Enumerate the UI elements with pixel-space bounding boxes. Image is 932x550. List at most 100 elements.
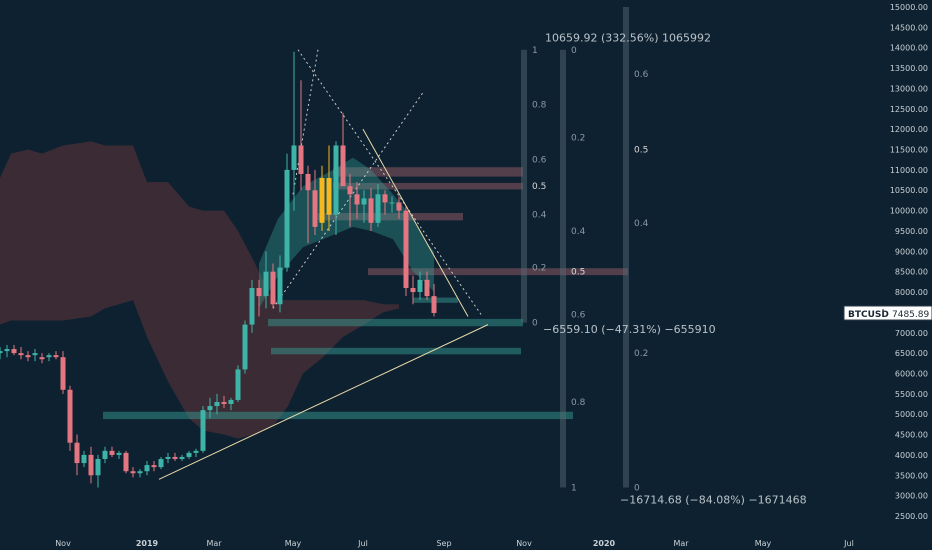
fib-column-0	[521, 49, 527, 323]
ichimoku-cloud	[0, 141, 399, 439]
price-axis[interactable]: 2500.00 3000.00 3500.00 4000.00 4500.00 5000.…	[884, 0, 932, 550]
candle-body-42	[291, 145, 297, 170]
candle-body-43	[298, 145, 304, 174]
candle-body-5	[32, 353, 38, 356]
price-tick-14: 9500.00	[895, 227, 928, 236]
fib-column-1	[560, 49, 566, 488]
candle-body-27	[186, 452, 192, 457]
price-tick-8: 6500.00	[895, 349, 928, 358]
candle-body-58	[403, 210, 409, 288]
candle-body-38	[263, 271, 269, 297]
fib-label-1-0: 0	[571, 46, 577, 56]
candle-body-52	[361, 198, 367, 205]
price-tick-18: 11500.00	[890, 146, 928, 155]
time-axis-bg	[0, 533, 884, 550]
candle-body-49	[340, 145, 346, 187]
time-tick-5: Sep	[436, 539, 451, 548]
fib-label-1-6: 1	[571, 483, 577, 493]
zone-3	[368, 268, 628, 276]
time-tick-9: May	[755, 539, 772, 548]
trend-line-4	[158, 324, 489, 480]
teal-projection-zone	[259, 157, 434, 309]
candle-body-51	[354, 194, 360, 205]
candle-body-62	[431, 296, 437, 313]
candle-body-20	[137, 471, 143, 474]
price-tick-3: 4000.00	[895, 451, 928, 460]
time-tick-1: 2019	[136, 539, 159, 548]
candle-body-29	[200, 410, 206, 451]
time-tick-2: Mar	[206, 539, 222, 548]
candle-body-9	[60, 357, 66, 390]
price-tick-21: 13000.00	[890, 84, 928, 93]
trend-line-2	[272, 92, 424, 309]
measurement-0: 10659.92 (332.56%) 1065992	[545, 32, 711, 45]
candle-body-33	[228, 399, 234, 405]
measurement-labels: 10659.92 (332.56%) 1065992 −6559.10 (−47.…	[543, 32, 807, 507]
price-tick-4: 4500.00	[895, 431, 928, 440]
time-tick-3: May	[285, 539, 302, 548]
candle-body-32	[221, 401, 227, 405]
zone-6	[271, 347, 521, 355]
fib-label-0-5: 0.2	[532, 264, 546, 274]
candle-body-48	[333, 145, 339, 215]
time-axis[interactable]: Nov 2019 Mar May Jul Sep Nov 2020 Mar May Jul	[0, 533, 884, 550]
candle-body-47	[326, 178, 332, 215]
candle-body-34	[235, 369, 241, 400]
fib-label-0-1: 0.8	[532, 101, 547, 111]
candle-body-46	[319, 178, 325, 223]
candle-body-50	[347, 186, 353, 195]
candle-body-56	[389, 202, 395, 204]
price-tick-17: 11000.00	[890, 166, 928, 175]
teal-area	[259, 157, 434, 309]
fibonacci-columns: 1 0.8 0.6 0.5 0.4 0.2 0 0 0.2 0.4 0.5 0.6 0.8 1 0.6 0.5…	[521, 7, 649, 493]
time-tick-10: Jul	[843, 539, 854, 548]
candle-body-11	[74, 442, 80, 464]
price-tick-6: 5500.00	[895, 390, 928, 399]
price-tick-7: 6000.00	[895, 369, 928, 378]
price-tick-25: 15000.00	[890, 3, 928, 12]
time-tick-4: Jul	[357, 539, 368, 548]
candle-body-59	[410, 287, 416, 293]
candle-body-36	[249, 287, 255, 325]
fib-label-1-4: 0.6	[571, 310, 586, 320]
zone-0	[333, 167, 523, 177]
fib-label-0-4: 0.4	[532, 211, 547, 221]
candle-body-7	[46, 355, 52, 358]
candle-body-35	[242, 324, 248, 370]
measurement-2: −16714.68 (−84.08%) −1671468	[620, 493, 807, 506]
candle-body-57	[396, 202, 402, 211]
fib-label-2-1: 0.5	[634, 146, 648, 156]
candle-body-14	[95, 458, 101, 476]
price-tick-12: 8500.00	[895, 268, 928, 277]
price-tick-1: 3000.00	[895, 492, 928, 501]
candle-body-30	[207, 406, 213, 411]
zone-2	[318, 213, 463, 221]
candle-body-24	[165, 456, 171, 459]
candle-body-19	[130, 471, 136, 474]
time-tick-0: Nov	[55, 539, 71, 548]
price-tick-23: 14000.00	[890, 44, 928, 53]
candlesticks	[0, 51, 437, 488]
fib-label-0-2: 0.6	[532, 156, 547, 166]
price-axis-bg	[884, 0, 932, 550]
price-tick-5: 5000.00	[895, 410, 928, 419]
candle-body-25	[172, 456, 178, 459]
candle-body-41	[284, 169, 290, 268]
time-tick-7: 2020	[593, 539, 616, 548]
candle-body-16	[109, 450, 115, 455]
fib-label-2-2: 0.4	[634, 219, 649, 229]
price-tick-19: 12000.00	[890, 125, 928, 134]
zone-7	[103, 411, 573, 420]
candle-body-0	[0, 351, 3, 354]
candle-body-31	[214, 401, 220, 407]
fib-label-2-0: 0.6	[634, 70, 649, 80]
price-tick-2: 3500.00	[895, 471, 928, 480]
zone-1	[333, 182, 523, 190]
candle-body-45	[312, 190, 318, 227]
candle-body-60	[417, 279, 423, 293]
candle-body-44	[305, 173, 311, 191]
fib-label-0-0: 1	[532, 46, 538, 56]
time-tick-6: Nov	[516, 539, 532, 548]
trend-line-0	[297, 49, 482, 315]
